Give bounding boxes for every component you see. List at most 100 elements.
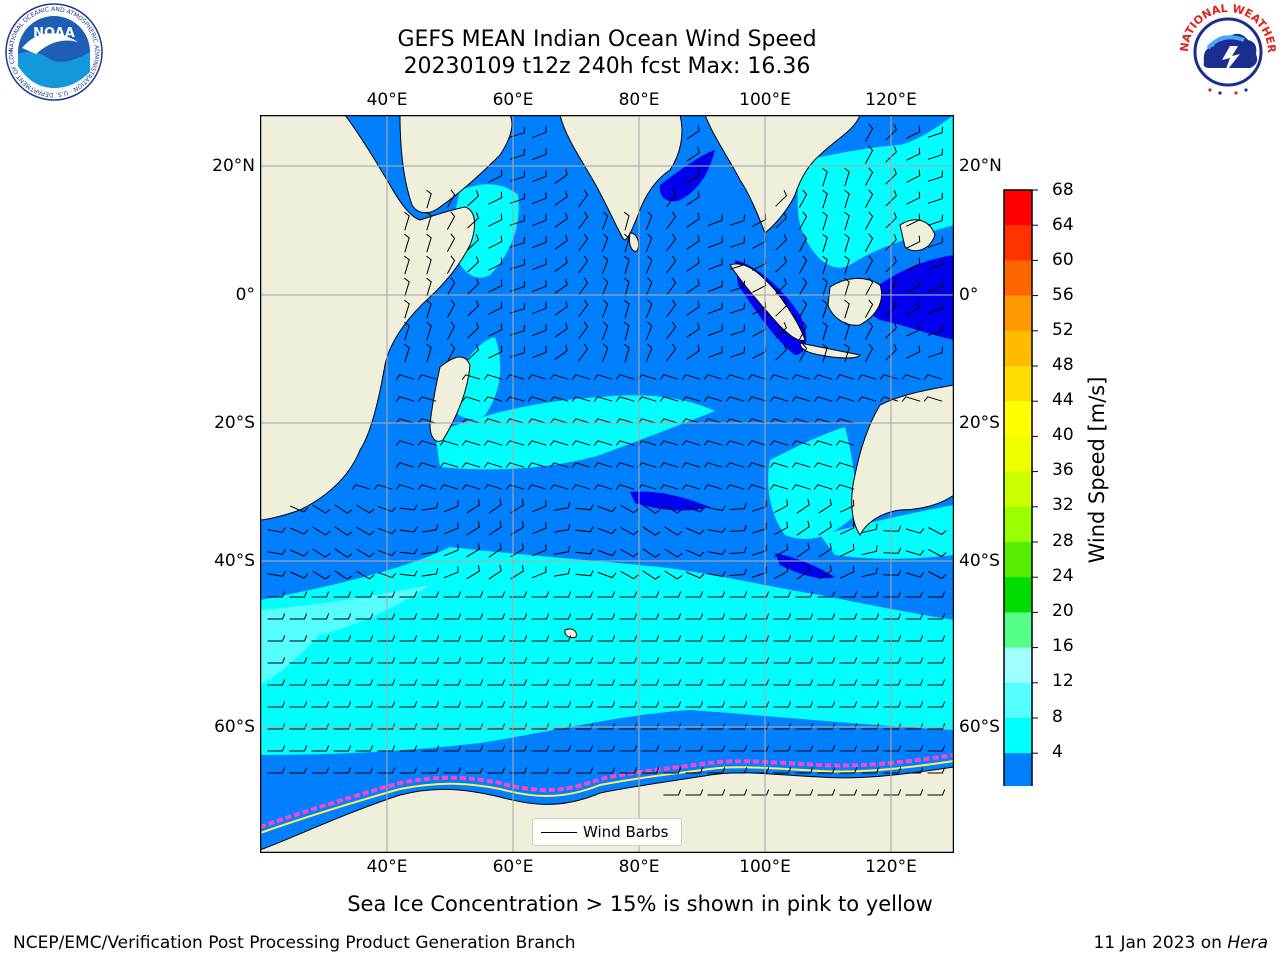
wind-barb bbox=[443, 657, 462, 664]
wind-barb bbox=[426, 255, 432, 275]
wind-barb bbox=[864, 123, 874, 142]
wind-barb bbox=[645, 321, 653, 341]
wind-barb bbox=[333, 657, 352, 664]
wind-barb bbox=[681, 418, 701, 424]
wind-barb bbox=[901, 374, 921, 380]
land-sumatra bbox=[729, 263, 806, 342]
wind-barb bbox=[553, 657, 572, 664]
colorbar-label-60: 60 bbox=[1052, 250, 1074, 270]
wind-barb bbox=[774, 565, 789, 580]
wind-barb bbox=[927, 214, 943, 226]
colorbar-segment bbox=[1004, 506, 1032, 543]
wind-barb bbox=[686, 190, 700, 206]
wind-barb bbox=[707, 549, 727, 555]
wind-barb bbox=[461, 462, 481, 468]
wind-barb bbox=[813, 418, 833, 424]
wind-barb bbox=[883, 525, 902, 532]
wind-barb bbox=[289, 745, 308, 752]
wind-barb bbox=[729, 789, 748, 796]
wind-barb bbox=[377, 679, 396, 686]
wind-barb bbox=[879, 396, 899, 402]
wind-barb bbox=[707, 591, 726, 598]
wind-barb bbox=[775, 256, 787, 273]
wind-barb bbox=[571, 396, 591, 402]
wind-barb bbox=[817, 679, 836, 686]
wind-barb bbox=[796, 520, 810, 536]
wind-barb bbox=[553, 767, 572, 774]
wind-barb bbox=[844, 189, 850, 209]
wind-barb bbox=[813, 374, 833, 380]
wind-barb bbox=[645, 255, 653, 275]
wind-barb bbox=[686, 300, 700, 316]
wind-barb bbox=[289, 571, 309, 579]
wind-barb bbox=[751, 657, 770, 664]
wind-barb bbox=[906, 323, 921, 337]
wind-barb bbox=[905, 613, 924, 620]
wind-barb bbox=[421, 745, 440, 752]
wind-barb bbox=[817, 723, 836, 730]
footer-date: 11 Jan 2023 on Hera bbox=[1093, 933, 1268, 953]
wind-barb bbox=[467, 256, 480, 273]
legend-label: Wind Barbs bbox=[583, 823, 669, 841]
colorbar-label-52: 52 bbox=[1052, 320, 1074, 340]
wind-band-cyan-south bbox=[260, 547, 954, 755]
wind-barb bbox=[421, 591, 440, 598]
wind-barb bbox=[813, 484, 833, 490]
wind-barb bbox=[663, 613, 682, 620]
wind-barb bbox=[510, 521, 524, 536]
wind-barb bbox=[465, 723, 484, 730]
wind-barb bbox=[311, 613, 330, 620]
sea-ice-rim-yellow bbox=[260, 760, 954, 834]
wind-barb bbox=[619, 613, 638, 620]
wind-barb bbox=[839, 789, 858, 796]
wind-barb bbox=[906, 169, 921, 183]
wind-barb bbox=[659, 484, 679, 490]
wind-barb bbox=[857, 374, 877, 380]
wind-barb bbox=[795, 657, 814, 664]
wind-barb bbox=[509, 701, 528, 708]
wind-barb bbox=[729, 701, 748, 708]
wind-barb bbox=[553, 523, 571, 533]
wind-barb bbox=[488, 257, 503, 271]
wind-barb bbox=[443, 544, 459, 557]
lat-tick-right-20s: 20°S bbox=[959, 413, 1000, 433]
wind-barb bbox=[839, 613, 858, 620]
wind-barb bbox=[488, 542, 502, 558]
wind-barb bbox=[417, 418, 437, 424]
nws-logo: NATIONAL WEATHER SERVICE bbox=[1174, 0, 1278, 102]
wind-barb bbox=[729, 214, 745, 226]
wind-barb bbox=[707, 236, 723, 249]
wind-barb bbox=[663, 745, 682, 752]
lon-tick-top-100e: 100°E bbox=[739, 90, 791, 110]
wind-barb bbox=[927, 302, 943, 314]
wind-barb bbox=[864, 145, 874, 164]
wind-barb bbox=[439, 440, 459, 446]
map-subtitle-run: 20230109 t12z 240h fcst Max: 16.36 bbox=[403, 54, 811, 79]
wind-barb bbox=[465, 701, 484, 708]
wind-barb bbox=[446, 343, 456, 362]
wind-barb bbox=[707, 789, 726, 796]
wind-barb bbox=[267, 613, 286, 620]
wind-barb bbox=[707, 701, 726, 708]
wind-barb bbox=[597, 679, 616, 686]
wind-barb bbox=[404, 233, 410, 253]
wind-barb bbox=[488, 235, 503, 249]
wind-barb bbox=[666, 233, 677, 252]
wind-barb bbox=[356, 570, 375, 580]
wind-barb bbox=[822, 233, 828, 253]
wind-barb bbox=[751, 679, 770, 686]
wind-barb bbox=[729, 679, 748, 686]
wind-barb bbox=[751, 613, 770, 620]
wind-barb bbox=[483, 418, 503, 424]
wind-barb bbox=[597, 571, 617, 579]
wind-barb bbox=[707, 527, 727, 533]
wind-barb bbox=[685, 613, 704, 620]
wind-barb bbox=[835, 396, 855, 402]
wind-barb bbox=[417, 440, 437, 446]
wind-barb bbox=[844, 343, 850, 363]
wind-barb bbox=[509, 745, 528, 752]
wind-barb bbox=[399, 723, 418, 730]
wind-barb bbox=[844, 167, 850, 187]
wind-barb bbox=[615, 440, 635, 446]
wind-barb bbox=[467, 344, 480, 361]
